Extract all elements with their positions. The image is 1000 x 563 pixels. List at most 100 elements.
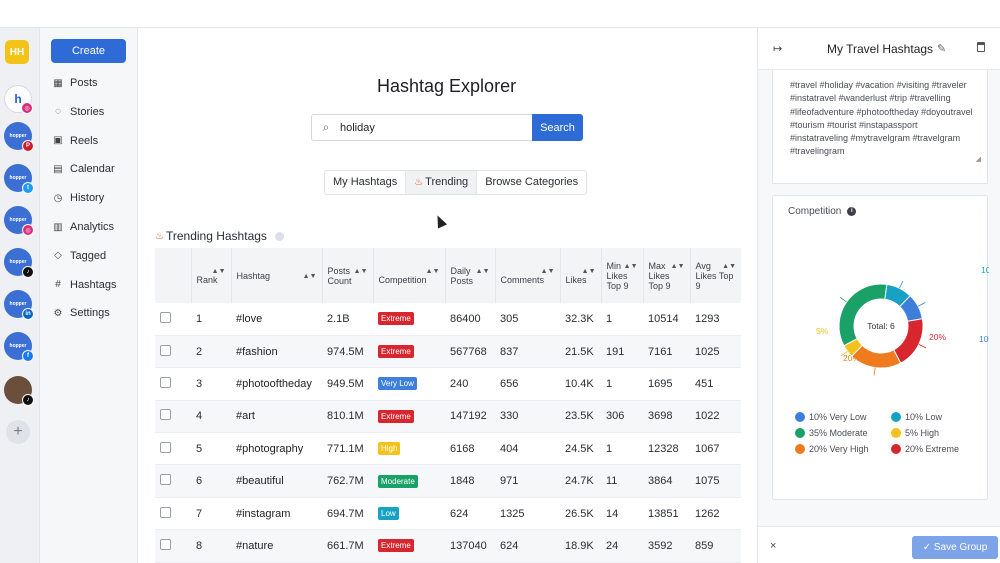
account-avatar-hopper-linkedin[interactable]: hopper in — [4, 290, 34, 320]
column-header-competition[interactable]: ▲▼ Competition — [373, 248, 446, 303]
column-header-max-likes[interactable]: ▲▼ Max Likes Top 9 — [643, 248, 691, 303]
column-header-rank[interactable]: ▲▼ Rank — [191, 248, 232, 303]
table-row[interactable]: 1 #love 2.1B Extreme 86400 305 32.3K 1 10514 1293 — [155, 303, 741, 336]
cell-min: 1 — [601, 303, 643, 336]
edit-pencil-icon[interactable]: ✎ — [937, 43, 947, 55]
save-group-button[interactable]: ✓ Save Group — [912, 536, 998, 559]
donut-slice-moderate[interactable] — [838, 283, 888, 347]
add-account-button[interactable]: + — [6, 420, 30, 444]
cell-value[interactable]: #instagram — [236, 507, 291, 520]
tab-trending[interactable]: ♨ Trending — [406, 171, 478, 194]
row-checkbox[interactable] — [160, 474, 171, 486]
cell-avg: 1067 — [690, 432, 741, 466]
cell-value[interactable]: #nature — [236, 539, 274, 552]
table-row[interactable]: 7 #instagram 694.7M Low 624 1325 26.5K 14 13851 1… — [155, 497, 741, 531]
sort-icon: ▲▼ — [623, 262, 638, 270]
nav-item-settings[interactable]: ⚙ Settings — [52, 304, 110, 322]
search-input[interactable] — [340, 121, 520, 134]
nav-item-analytics[interactable]: ▥ Analytics — [52, 218, 114, 236]
legend-item[interactable]: 20% Very High — [795, 444, 869, 454]
table-row[interactable]: 3 #photooftheday 949.5M Very Low 240 656 10.4K… — [155, 367, 741, 401]
account-avatar-hopper-pinterest[interactable]: hopper P — [4, 122, 34, 152]
table-row[interactable]: 4 #art 810.1M Extreme 147192 330 23.5K 306 3698 1… — [155, 400, 741, 434]
column-header-posts-count[interactable]: ▲▼ Posts Count — [322, 248, 374, 303]
cell-value[interactable]: #beautiful — [236, 475, 284, 488]
tab-browse-categories[interactable]: Browse Categories — [485, 176, 579, 188]
row-checkbox[interactable] — [160, 506, 171, 518]
cell-value: 18.9K — [565, 539, 594, 552]
account-avatar-hopper-tiktok[interactable]: hopper ♪ — [4, 248, 34, 278]
account-avatar-hopper-instagram[interactable]: h ◎ — [4, 85, 33, 114]
table-row[interactable]: 2 #fashion 974.5M Extreme 567768 837 21.5K 191 7… — [155, 335, 741, 369]
table-row[interactable]: 5 #photography 771.1M High 6168 404 24.5K 1 1232… — [155, 432, 741, 466]
legend-item[interactable]: 10% Low — [891, 412, 942, 422]
legend-item[interactable]: 20% Extreme — [891, 444, 959, 454]
workspace-avatar[interactable]: HH — [5, 40, 29, 64]
account-avatar-hopper-facebook[interactable]: hopper f — [4, 332, 34, 362]
cell-max: 13851 — [643, 497, 690, 531]
cell-posts: 810.1M — [322, 400, 373, 434]
row-checkbox[interactable] — [160, 376, 171, 388]
cell-min: 306 — [601, 400, 643, 434]
table-row[interactable]: 8 #nature 661.7M Extreme 137040 624 18.9K 24 359… — [155, 529, 741, 563]
nav-item-posts[interactable]: ▦ Posts — [52, 74, 97, 92]
resize-handle-icon[interactable]: ◢ — [975, 156, 981, 163]
account-avatar-label: h — [14, 92, 22, 106]
cell-value: 6 — [196, 475, 203, 488]
nav-item-calendar[interactable]: ▤ Calendar — [52, 160, 115, 178]
cell-value[interactable]: #fashion — [236, 345, 278, 358]
account-avatar-label: hopper — [9, 343, 27, 349]
close-icon[interactable]: × — [770, 540, 777, 552]
column-header-hashtag[interactable]: ▲▼ Hashtag — [231, 248, 323, 303]
cell-hashtag: #photooftheday — [231, 367, 322, 401]
cell-competition: Very Low — [373, 367, 445, 401]
cell-min: 1 — [601, 367, 643, 401]
column-header-comments[interactable]: ▲▼ Comments — [495, 248, 561, 303]
nav-item-label: Calendar — [70, 163, 115, 176]
trash-icon[interactable] — [977, 42, 985, 52]
cell-value[interactable]: #photooftheday — [236, 377, 312, 390]
cell-max: 3864 — [643, 464, 690, 498]
info-icon[interactable] — [274, 231, 284, 241]
search-button[interactable]: Search — [532, 114, 583, 141]
row-checkbox[interactable] — [160, 538, 171, 550]
legend-item[interactable]: 35% Moderate — [795, 428, 868, 438]
column-header-avg-likes[interactable]: ▲▼ Avg Likes Top 9 — [690, 248, 741, 303]
cell-value[interactable]: #love — [236, 312, 263, 325]
donut-slice-extreme[interactable] — [892, 318, 924, 364]
cell-likes: 26.5K — [560, 497, 601, 531]
account-avatar-photo-tiktok[interactable]: ♪ — [4, 376, 34, 406]
cell-value[interactable]: #art — [236, 410, 255, 423]
column-header-daily-posts[interactable]: ▲▼ Daily Posts — [445, 248, 496, 303]
collapse-panel-icon[interactable]: ↦ — [773, 43, 783, 55]
row-checkbox[interactable] — [160, 409, 171, 421]
account-avatar-hopper-instagram-2[interactable]: hopper ◎ — [4, 206, 34, 236]
nav-item-hashtags[interactable]: # Hashtags — [52, 276, 116, 294]
slice-leader-line — [839, 296, 847, 303]
create-button[interactable]: Create — [51, 39, 126, 63]
row-checkbox[interactable] — [160, 441, 171, 453]
cell-max: 3698 — [643, 400, 690, 434]
tab-my-hashtags[interactable]: My Hashtags — [325, 171, 407, 194]
table-row[interactable]: 6 #beautiful 762.7M Moderate 1848 971 24.7K 11 3… — [155, 464, 741, 498]
account-avatar-hopper-twitter[interactable]: hopper t — [4, 164, 34, 194]
group-tags-textarea[interactable]: #travel #holiday #vacation #visiting #tr… — [772, 70, 988, 184]
cell-value[interactable]: #photography — [236, 442, 304, 455]
info-icon[interactable]: i — [847, 207, 857, 216]
panel-footer: × ✓ Save Group — [758, 526, 1000, 563]
cell-value: 656 — [500, 377, 519, 390]
legend-item[interactable]: 10% Very Low — [795, 412, 867, 422]
column-header-likes[interactable]: ▲▼ Likes — [560, 248, 602, 303]
nav-item-stories[interactable]: ◌ Stories — [52, 103, 104, 121]
cell-value: 1022 — [695, 410, 720, 423]
legend-item[interactable]: 5% High — [891, 428, 939, 438]
cell-rank: 7 — [191, 497, 231, 531]
column-header-min-likes[interactable]: ▲▼ Min Likes Top 9 — [601, 248, 644, 303]
nav-item-history[interactable]: ◷ History — [52, 189, 105, 207]
row-checkbox[interactable] — [160, 311, 171, 323]
cell-comments: 837 — [495, 335, 560, 369]
slice-percent-label: 5% — [816, 326, 829, 336]
row-checkbox[interactable] — [160, 344, 171, 356]
nav-item-tagged[interactable]: ◇ Tagged — [52, 247, 106, 265]
nav-item-reels[interactable]: ▣ Reels — [52, 132, 98, 150]
